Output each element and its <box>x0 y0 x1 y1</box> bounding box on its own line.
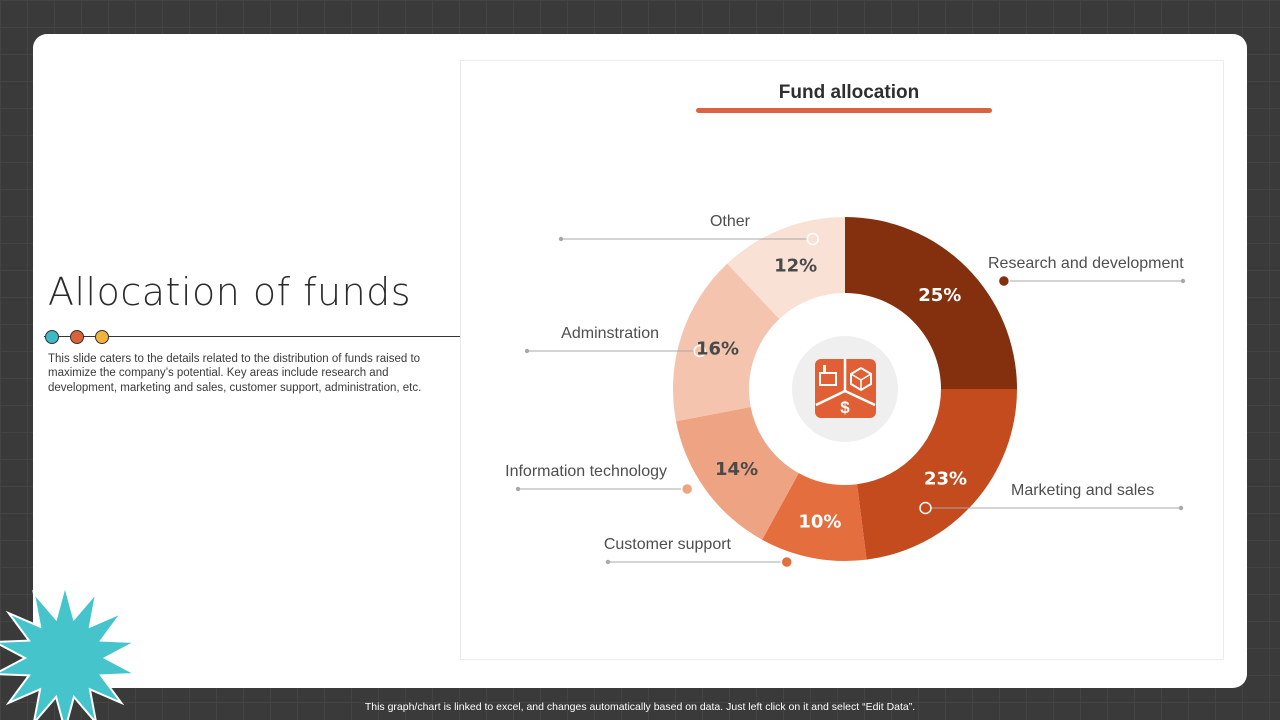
chart-card: Fund allocation 25% Research and developm… <box>460 60 1224 660</box>
chart-title-underline <box>696 108 992 113</box>
marker-marketing-and-sales <box>919 501 932 515</box>
slice-marketing-and-sales[interactable] <box>857 389 1017 560</box>
svg-text:$: $ <box>840 398 850 417</box>
marker-information-technology <box>680 482 694 496</box>
leader-end-other <box>558 236 564 242</box>
marker-customer-support <box>780 555 793 569</box>
marker-adminstration <box>693 344 707 358</box>
leader-end-adminstration <box>524 348 530 354</box>
footer-note: This graph/chart is linked to excel, and… <box>364 701 916 713</box>
leader-end-research-and-development <box>1180 278 1186 284</box>
slice-adminstration[interactable] <box>673 263 780 422</box>
category-label-adminstration: Adminstration <box>561 325 659 342</box>
category-label-other: Other <box>710 213 751 230</box>
decor-dot-yellow <box>95 330 109 344</box>
value-label-information-technology: 14% <box>715 459 758 480</box>
slice-information-technology[interactable] <box>676 406 799 540</box>
slide-description: This slide caters to the details related… <box>48 353 422 394</box>
slice-customer-support[interactable] <box>762 473 867 561</box>
decor-dot-teal <box>45 330 59 344</box>
marker-research-and-development <box>997 274 1011 288</box>
leader-end-customer-support <box>605 559 611 565</box>
value-label-adminstration: 16% <box>696 339 739 360</box>
leader-end-information-technology <box>515 486 521 492</box>
category-label-marketing-and-sales: Marketing and sales <box>1011 482 1154 499</box>
category-label-customer-support: Customer support <box>604 536 732 553</box>
donut-chart[interactable]: Fund allocation 25% Research and developm… <box>461 61 1225 661</box>
value-label-research-and-development: 25% <box>918 285 961 306</box>
page-title: Allocation of funds <box>48 270 412 314</box>
category-label-research-and-development: Research and development <box>988 255 1184 272</box>
chart-title: Fund allocation <box>779 82 919 103</box>
value-label-marketing-and-sales: 23% <box>924 469 967 490</box>
marker-other <box>806 232 820 246</box>
leader-end-marketing-and-sales <box>1178 505 1184 511</box>
business-funding-icon: $ <box>792 336 898 442</box>
category-label-information-technology: Information technology <box>505 463 667 480</box>
starburst-decoration <box>0 582 139 720</box>
title-divider <box>44 336 460 337</box>
value-label-customer-support: 10% <box>798 512 841 533</box>
callout-labels: 25% Research and development 23% Marketing … <box>505 213 1184 553</box>
decor-dot-orange <box>70 330 84 344</box>
callout-lines <box>515 232 1186 569</box>
slice-research-and-development[interactable] <box>845 217 1017 389</box>
value-label-other: 12% <box>774 255 817 276</box>
